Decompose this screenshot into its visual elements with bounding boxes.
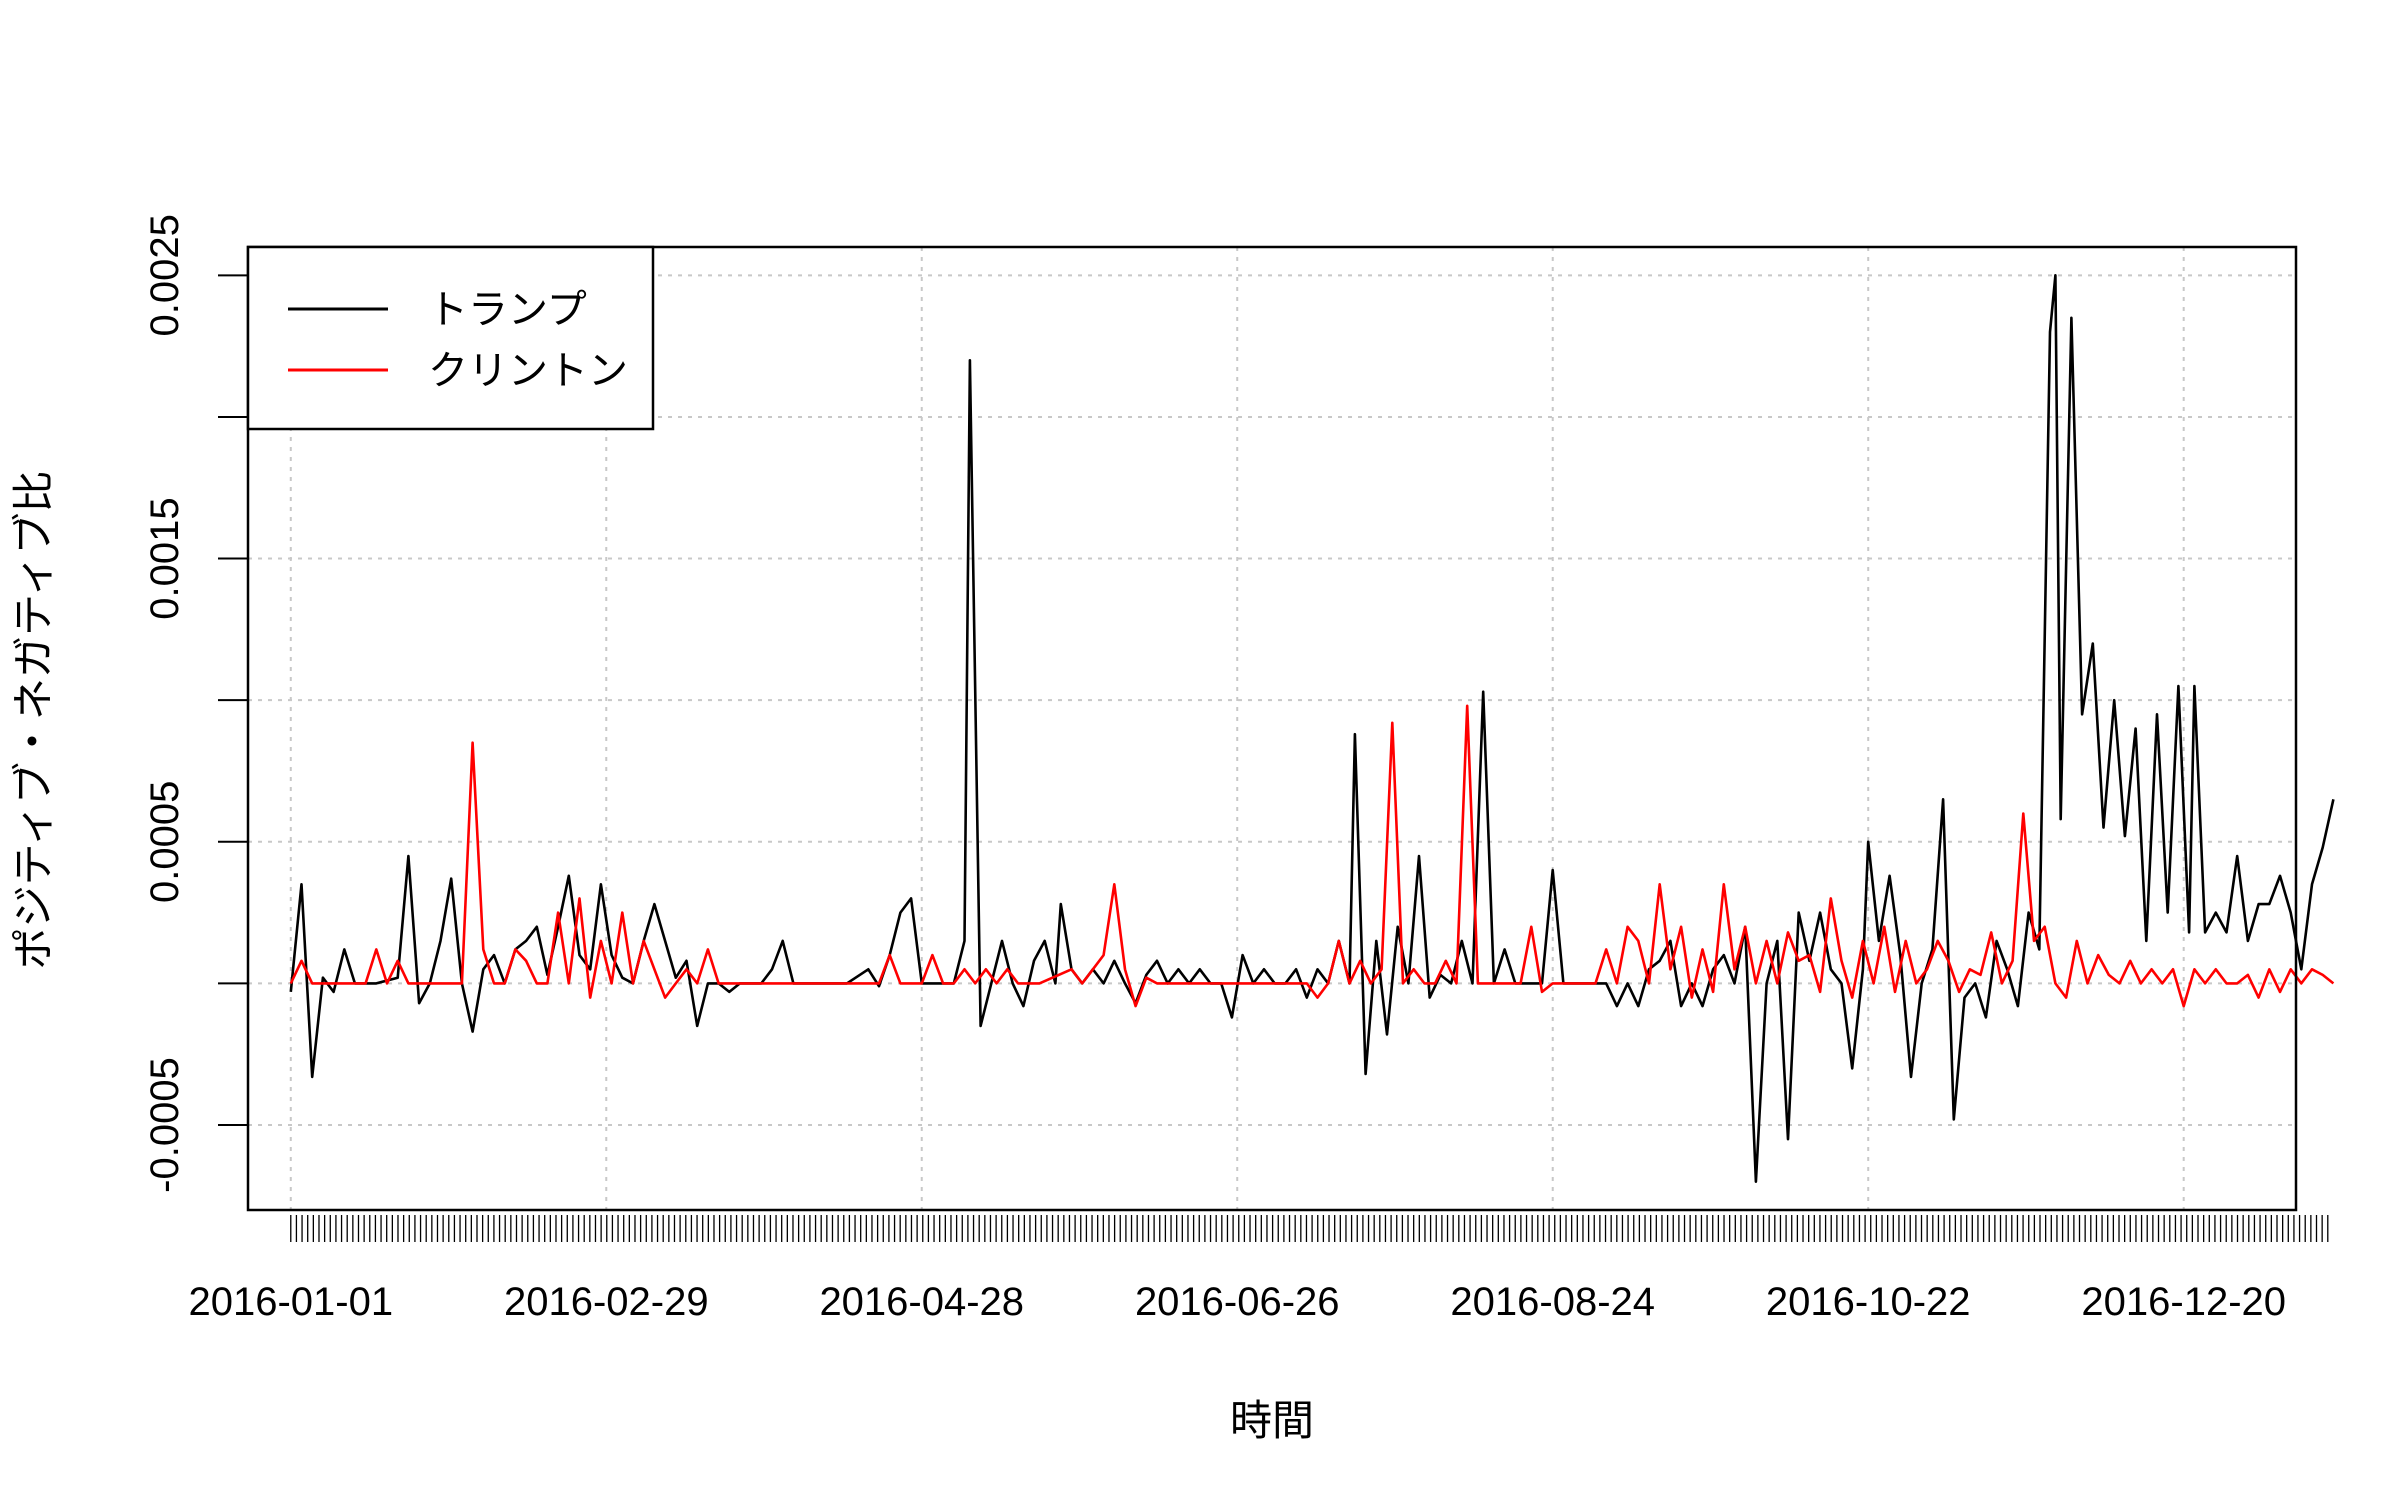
x-tick-label: 2016-01-01 bbox=[188, 1280, 393, 1324]
legend: トランプ クリントン bbox=[246, 245, 655, 431]
y-tick-label: -0.0005 bbox=[143, 1057, 187, 1193]
x-axis: 2016-01-01 2016-02-29 2016-04-28 2016-06-26… bbox=[188, 1215, 2329, 1324]
x-axis-title: 時間 bbox=[1230, 1397, 1314, 1444]
y-axis-title: ポジティブ・ネガティブ比 bbox=[10, 471, 57, 970]
x-tick-label: 2016-02-29 bbox=[504, 1280, 709, 1324]
y-tick-label: 0.0005 bbox=[143, 781, 187, 903]
x-day-ticks bbox=[290, 1215, 2329, 1242]
series-line-clinton bbox=[289, 704, 2335, 1008]
x-tick-label: 2016-10-22 bbox=[1766, 1280, 1971, 1324]
legend-label-clinton: クリントン bbox=[428, 349, 628, 393]
y-tick-label: 0.0025 bbox=[143, 214, 187, 336]
legend-label-trump: トランプ bbox=[428, 288, 587, 332]
x-tick-label: 2016-08-24 bbox=[1450, 1280, 1655, 1324]
plot-frame bbox=[246, 245, 2298, 1212]
y-axis: -0.0005 0.0005 0.0015 0.0025 bbox=[143, 214, 248, 1193]
x-tick-label: 2016-06-26 bbox=[1135, 1280, 1340, 1324]
legend-box bbox=[246, 245, 655, 431]
x-tick-label: 2016-04-28 bbox=[819, 1280, 1024, 1324]
y-tick-label: 0.0015 bbox=[143, 497, 187, 619]
series-lines bbox=[289, 273, 2335, 1183]
x-tick-label: 2016-12-20 bbox=[2081, 1280, 2286, 1324]
